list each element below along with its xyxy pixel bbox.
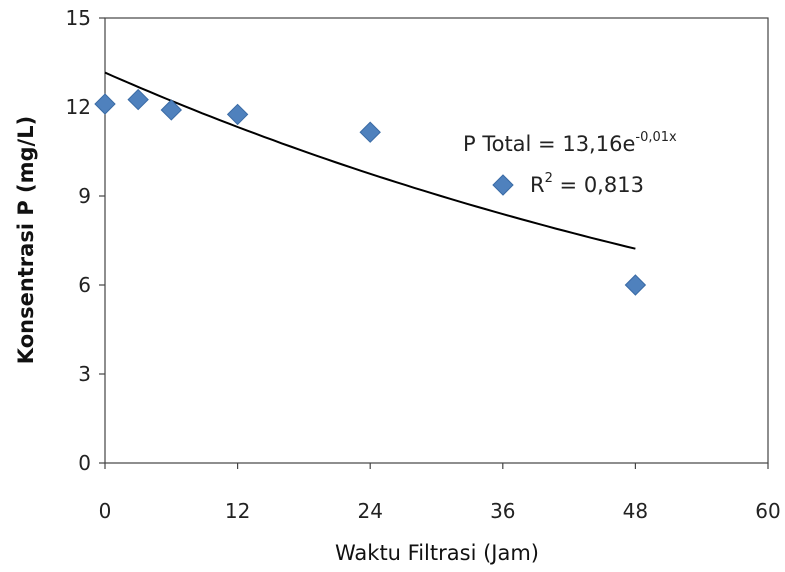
equation-exponent: -0,01x xyxy=(635,130,677,145)
plot-area xyxy=(104,17,769,464)
trendline xyxy=(104,71,636,250)
y-tick-label: 0 xyxy=(78,451,91,475)
y-axis-title: Konsentrasi P (mg/L) xyxy=(14,116,38,364)
y-tick-label: 6 xyxy=(78,273,91,297)
r-squared-value: = 0,813 xyxy=(553,173,644,197)
y-tick-label: 15 xyxy=(66,6,91,30)
y-axis-ticks: 0 3 6 9 12 15 xyxy=(66,6,105,475)
x-axis-ticks: 0 12 24 36 48 60 xyxy=(99,463,781,523)
x-tick-label: 24 xyxy=(357,499,382,523)
r-squared-superscript: 2 xyxy=(545,171,553,186)
x-tick-label: 0 xyxy=(99,499,112,523)
y-tick-label: 9 xyxy=(78,184,91,208)
y-tick-label: 3 xyxy=(78,362,91,386)
data-point xyxy=(127,88,149,111)
r-squared-letter: R xyxy=(530,173,545,197)
x-tick-label: 60 xyxy=(755,499,780,523)
data-point xyxy=(160,99,183,121)
data-points xyxy=(94,88,647,296)
x-tick-label: 48 xyxy=(623,499,648,523)
equation-main: P Total = 13,16e xyxy=(463,132,635,156)
r-squared-label: R2 = 0,813 xyxy=(530,171,644,197)
x-axis-title: Waktu Filtrasi (Jam) xyxy=(335,541,539,565)
x-tick-label: 12 xyxy=(225,499,250,523)
x-tick-label: 36 xyxy=(490,499,515,523)
data-point xyxy=(226,103,249,126)
data-point xyxy=(624,274,647,296)
data-point xyxy=(359,121,381,143)
legend-marker xyxy=(492,174,514,196)
data-point xyxy=(94,93,116,115)
equation-label: P Total = 13,16e-0,01x xyxy=(463,130,677,156)
y-tick-label: 12 xyxy=(66,95,91,119)
